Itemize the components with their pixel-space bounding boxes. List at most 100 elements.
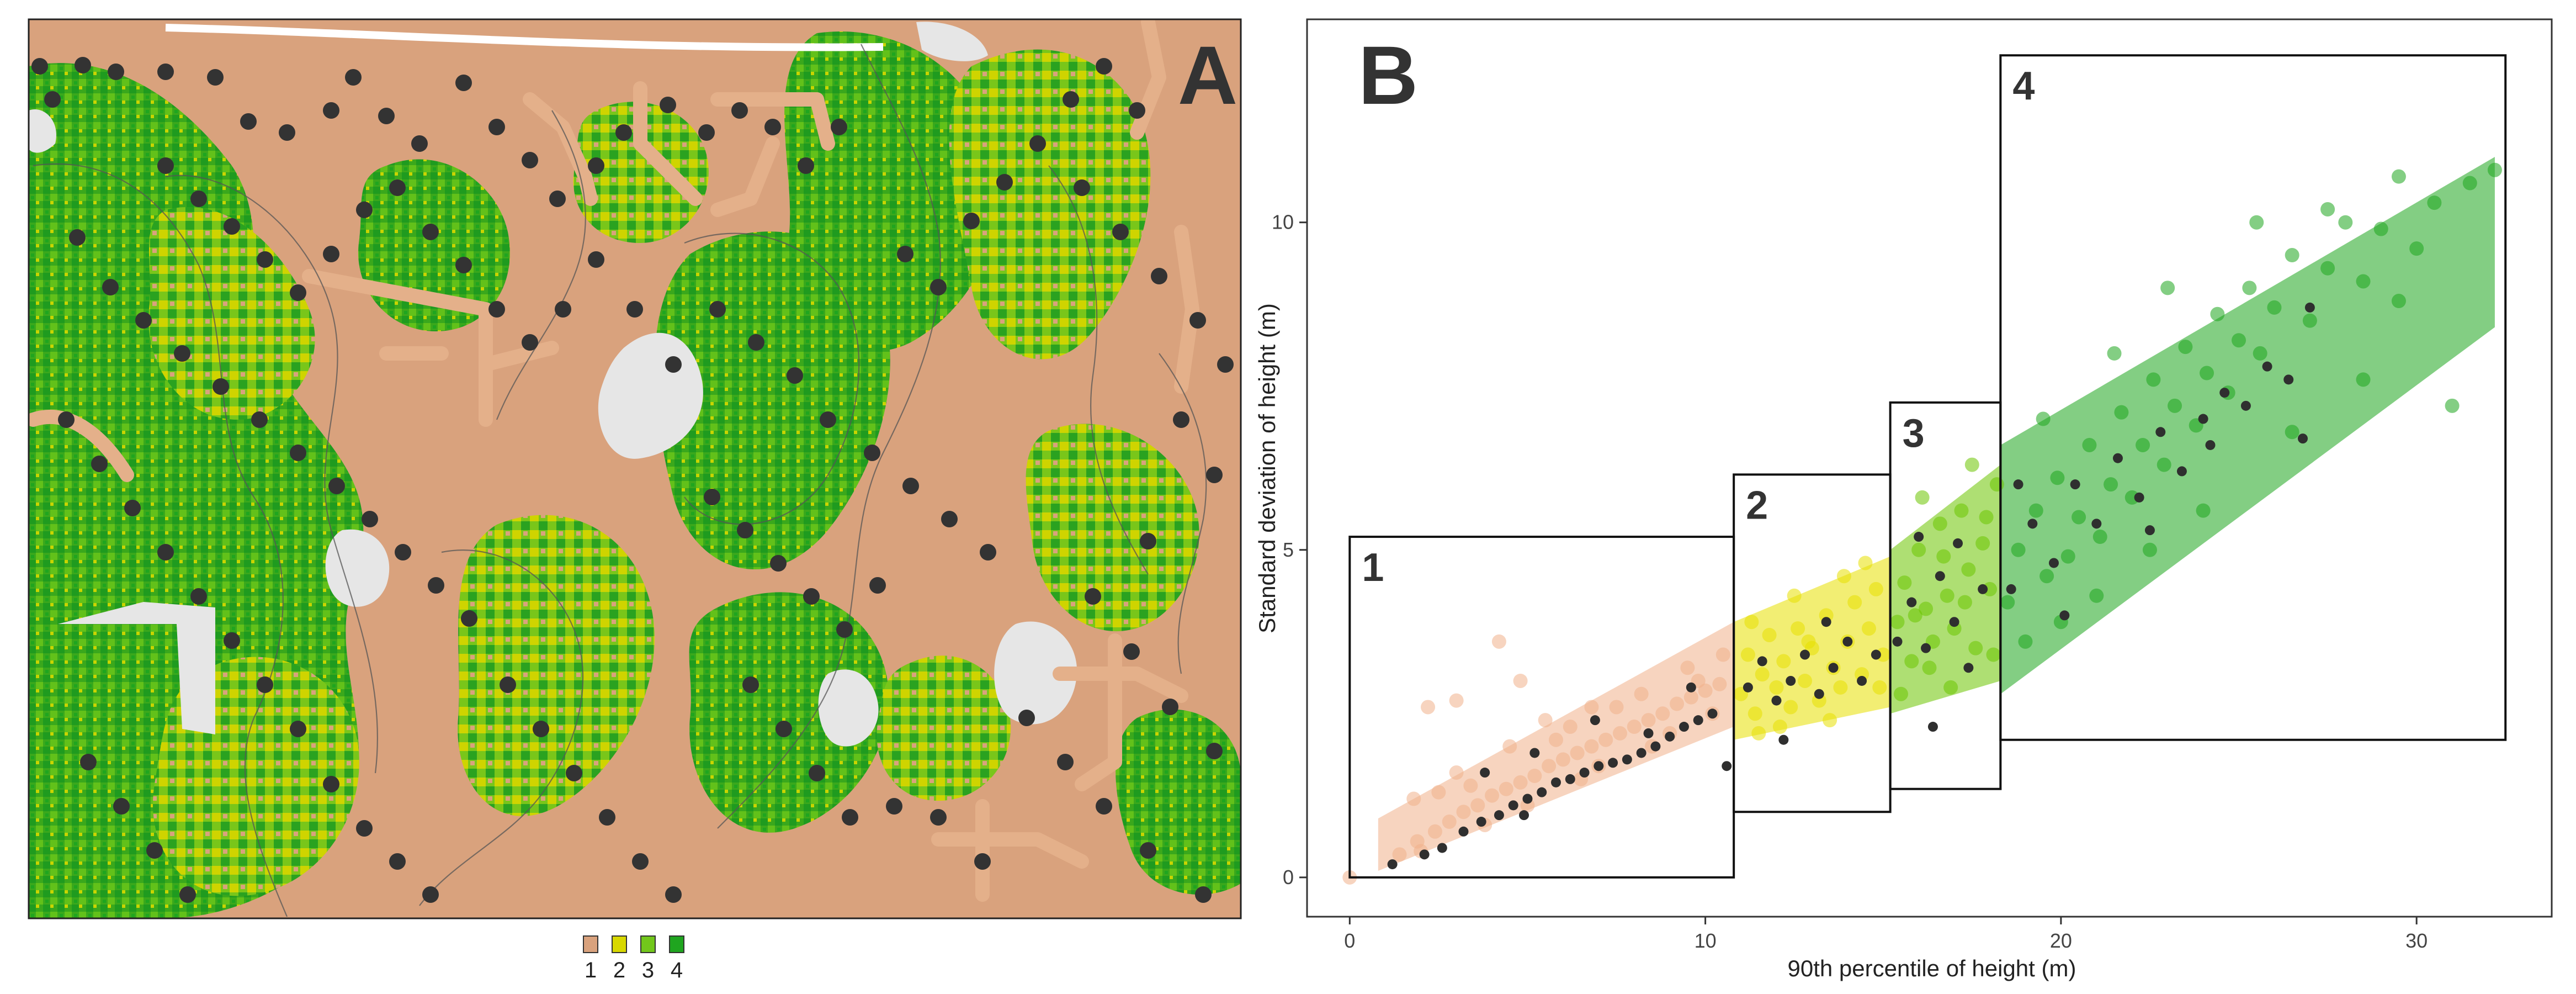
pixel-point-class-2 xyxy=(1791,621,1805,636)
x-tick-label: 10 xyxy=(1695,929,1717,952)
pixel-point-class-3 xyxy=(1908,608,1922,623)
pixel-point-class-1 xyxy=(1584,700,1599,715)
pixel-point-class-2 xyxy=(1740,647,1755,662)
pixel-point-class-1 xyxy=(1712,676,1727,691)
pixel-point-class-1 xyxy=(1427,824,1442,839)
pixel-point-class-2 xyxy=(1751,726,1766,741)
legend-entry-4: 4 xyxy=(669,935,684,982)
pixel-point-class-2 xyxy=(1872,680,1887,695)
pixel-point-class-4 xyxy=(2160,281,2175,295)
pixel-point-class-3 xyxy=(1911,542,1926,557)
sample-point xyxy=(2155,427,2166,437)
pixel-point-class-4 xyxy=(2285,248,2299,263)
pixel-point-class-4 xyxy=(2028,503,2043,518)
sample-point xyxy=(1857,675,1867,686)
pixel-point-class-4 xyxy=(2391,294,2406,309)
pixel-point-class-1 xyxy=(1456,805,1471,819)
pixel-point-class-2 xyxy=(1858,556,1873,570)
pixel-point-class-4 xyxy=(2338,215,2353,230)
sample-point xyxy=(2112,453,2123,463)
pixel-point-class-1 xyxy=(1542,759,1557,774)
pixel-point-class-3 xyxy=(1954,503,1969,518)
sample-point xyxy=(2134,492,2144,503)
sample-point xyxy=(1707,709,1718,719)
pixel-point-class-1 xyxy=(1470,798,1485,813)
pixel-point-class-3 xyxy=(1890,615,1905,630)
pixel-point-class-4 xyxy=(2253,346,2267,361)
pixel-point-class-1 xyxy=(1570,745,1585,760)
sample-point xyxy=(1519,810,1529,821)
x-tick-label: 30 xyxy=(2405,929,2428,952)
pixel-point-class-4 xyxy=(2373,221,2388,236)
sample-point xyxy=(2205,440,2216,450)
sample-point xyxy=(1978,584,1988,594)
pixel-point-class-4 xyxy=(2249,215,2264,230)
pixel-point-class-3 xyxy=(1915,490,1930,505)
pixel-point-class-4 xyxy=(2146,372,2161,387)
sample-point xyxy=(1476,817,1486,827)
sample-point xyxy=(1419,849,1430,860)
pixel-point-class-1 xyxy=(1499,781,1513,796)
pixel-point-class-1 xyxy=(1449,693,1464,708)
pixel-point-class-4 xyxy=(2200,366,2214,380)
legend-swatch-4 xyxy=(669,935,684,953)
sample-point xyxy=(1529,748,1540,758)
pixel-point-class-1 xyxy=(1634,686,1649,701)
sample-point xyxy=(1871,649,1881,660)
sample-point xyxy=(1608,758,1618,768)
pixel-point-class-2 xyxy=(1755,667,1770,682)
pixel-point-class-1 xyxy=(1563,720,1578,734)
pixel-point-class-1 xyxy=(1584,739,1599,754)
sample-point xyxy=(1458,826,1469,837)
sample-point xyxy=(1508,800,1518,811)
y-tick-label: 10 xyxy=(1272,211,1294,234)
pixel-point-class-1 xyxy=(1641,713,1656,728)
pixel-point-class-1 xyxy=(1392,847,1407,862)
pixel-point-class-4 xyxy=(2427,195,2442,210)
sample-point xyxy=(1636,748,1646,758)
sample-point xyxy=(1665,731,1675,742)
pixel-point-class-1 xyxy=(1627,720,1642,734)
sample-point xyxy=(2059,610,2070,621)
sample-point xyxy=(2070,479,2080,490)
pixel-point-class-2 xyxy=(1787,588,1802,603)
legend-label-1: 1 xyxy=(585,958,597,982)
pixel-point-class-2 xyxy=(1876,647,1890,662)
y-tick-label: 0 xyxy=(1283,866,1294,889)
legend-label-3: 3 xyxy=(642,958,654,982)
pixel-point-class-4 xyxy=(2320,202,2335,216)
map-legend: 1 2 3 4 xyxy=(583,935,684,982)
panel-a-label: A xyxy=(1178,29,1237,121)
sample-point xyxy=(1786,675,1796,686)
sample-point xyxy=(1914,532,1924,542)
pixel-point-class-1 xyxy=(1538,713,1553,728)
pixel-point-class-4 xyxy=(2050,470,2065,485)
pixel-point-class-2 xyxy=(1801,634,1816,649)
pixel-point-class-1 xyxy=(1449,765,1464,780)
pixel-point-class-4 xyxy=(2356,274,2371,289)
sample-point xyxy=(2304,302,2315,313)
pixel-point-class-1 xyxy=(1491,634,1506,649)
sample-point xyxy=(1437,843,1447,853)
pixel-point-class-3 xyxy=(1975,536,1990,551)
pixel-point-class-2 xyxy=(1772,720,1787,734)
sample-point xyxy=(1494,810,1504,821)
pixel-point-class-4 xyxy=(2445,398,2460,413)
sample-point xyxy=(2176,466,2187,477)
pixel-point-class-4 xyxy=(2462,176,2477,191)
pixel-point-class-4 xyxy=(2356,372,2371,387)
pixel-point-class-4 xyxy=(2104,477,2118,492)
pixel-point-class-1 xyxy=(1612,726,1627,741)
sample-point xyxy=(1778,734,1789,745)
sample-point xyxy=(2262,361,2272,372)
class-box-4 xyxy=(1999,54,2507,741)
x-tick-label: 0 xyxy=(1344,929,1355,952)
pixel-point-class-1 xyxy=(1513,673,1528,688)
sample-point xyxy=(1921,643,1931,653)
sample-point xyxy=(1387,859,1398,870)
pixel-point-class-4 xyxy=(2302,313,2317,328)
pixel-point-class-1 xyxy=(1680,660,1695,675)
class-boxes: 1 2 3 4 xyxy=(1348,54,2507,879)
pixel-point-class-4 xyxy=(2136,437,2150,452)
pixel-point-class-3 xyxy=(1968,641,1983,655)
